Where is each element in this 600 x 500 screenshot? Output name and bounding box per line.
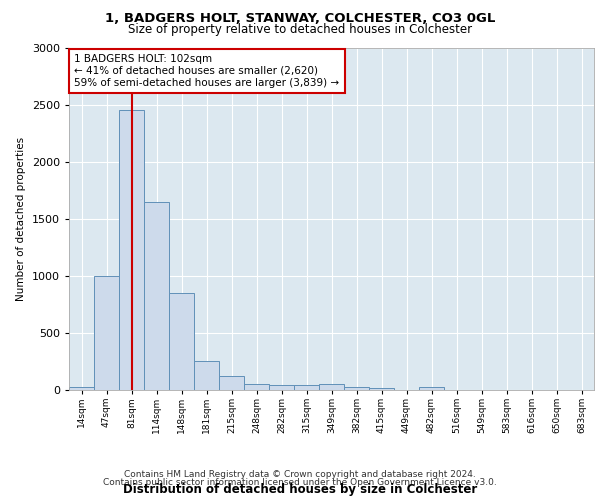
Text: Contains public sector information licensed under the Open Government Licence v3: Contains public sector information licen… bbox=[103, 478, 497, 487]
Text: Distribution of detached houses by size in Colchester: Distribution of detached houses by size … bbox=[123, 483, 477, 496]
Bar bbox=[194, 361, 219, 390]
Y-axis label: Number of detached properties: Number of detached properties bbox=[16, 136, 26, 301]
Bar bbox=[94, 276, 119, 390]
Bar bbox=[144, 202, 169, 390]
Text: 1 BADGERS HOLT: 102sqm
← 41% of detached houses are smaller (2,620)
59% of semi-: 1 BADGERS HOLT: 102sqm ← 41% of detached… bbox=[74, 54, 340, 88]
Bar bbox=[344, 386, 369, 390]
Bar bbox=[219, 376, 244, 390]
Bar bbox=[294, 386, 319, 390]
Bar bbox=[169, 293, 194, 390]
Text: Contains HM Land Registry data © Crown copyright and database right 2024.: Contains HM Land Registry data © Crown c… bbox=[124, 470, 476, 479]
Text: 1, BADGERS HOLT, STANWAY, COLCHESTER, CO3 0GL: 1, BADGERS HOLT, STANWAY, COLCHESTER, CO… bbox=[105, 12, 495, 26]
Bar bbox=[419, 386, 444, 390]
Bar bbox=[244, 384, 269, 390]
Bar bbox=[119, 110, 144, 390]
Text: Size of property relative to detached houses in Colchester: Size of property relative to detached ho… bbox=[128, 22, 472, 36]
Bar bbox=[69, 386, 94, 390]
Bar bbox=[269, 386, 294, 390]
Bar bbox=[319, 384, 344, 390]
Bar bbox=[369, 388, 394, 390]
